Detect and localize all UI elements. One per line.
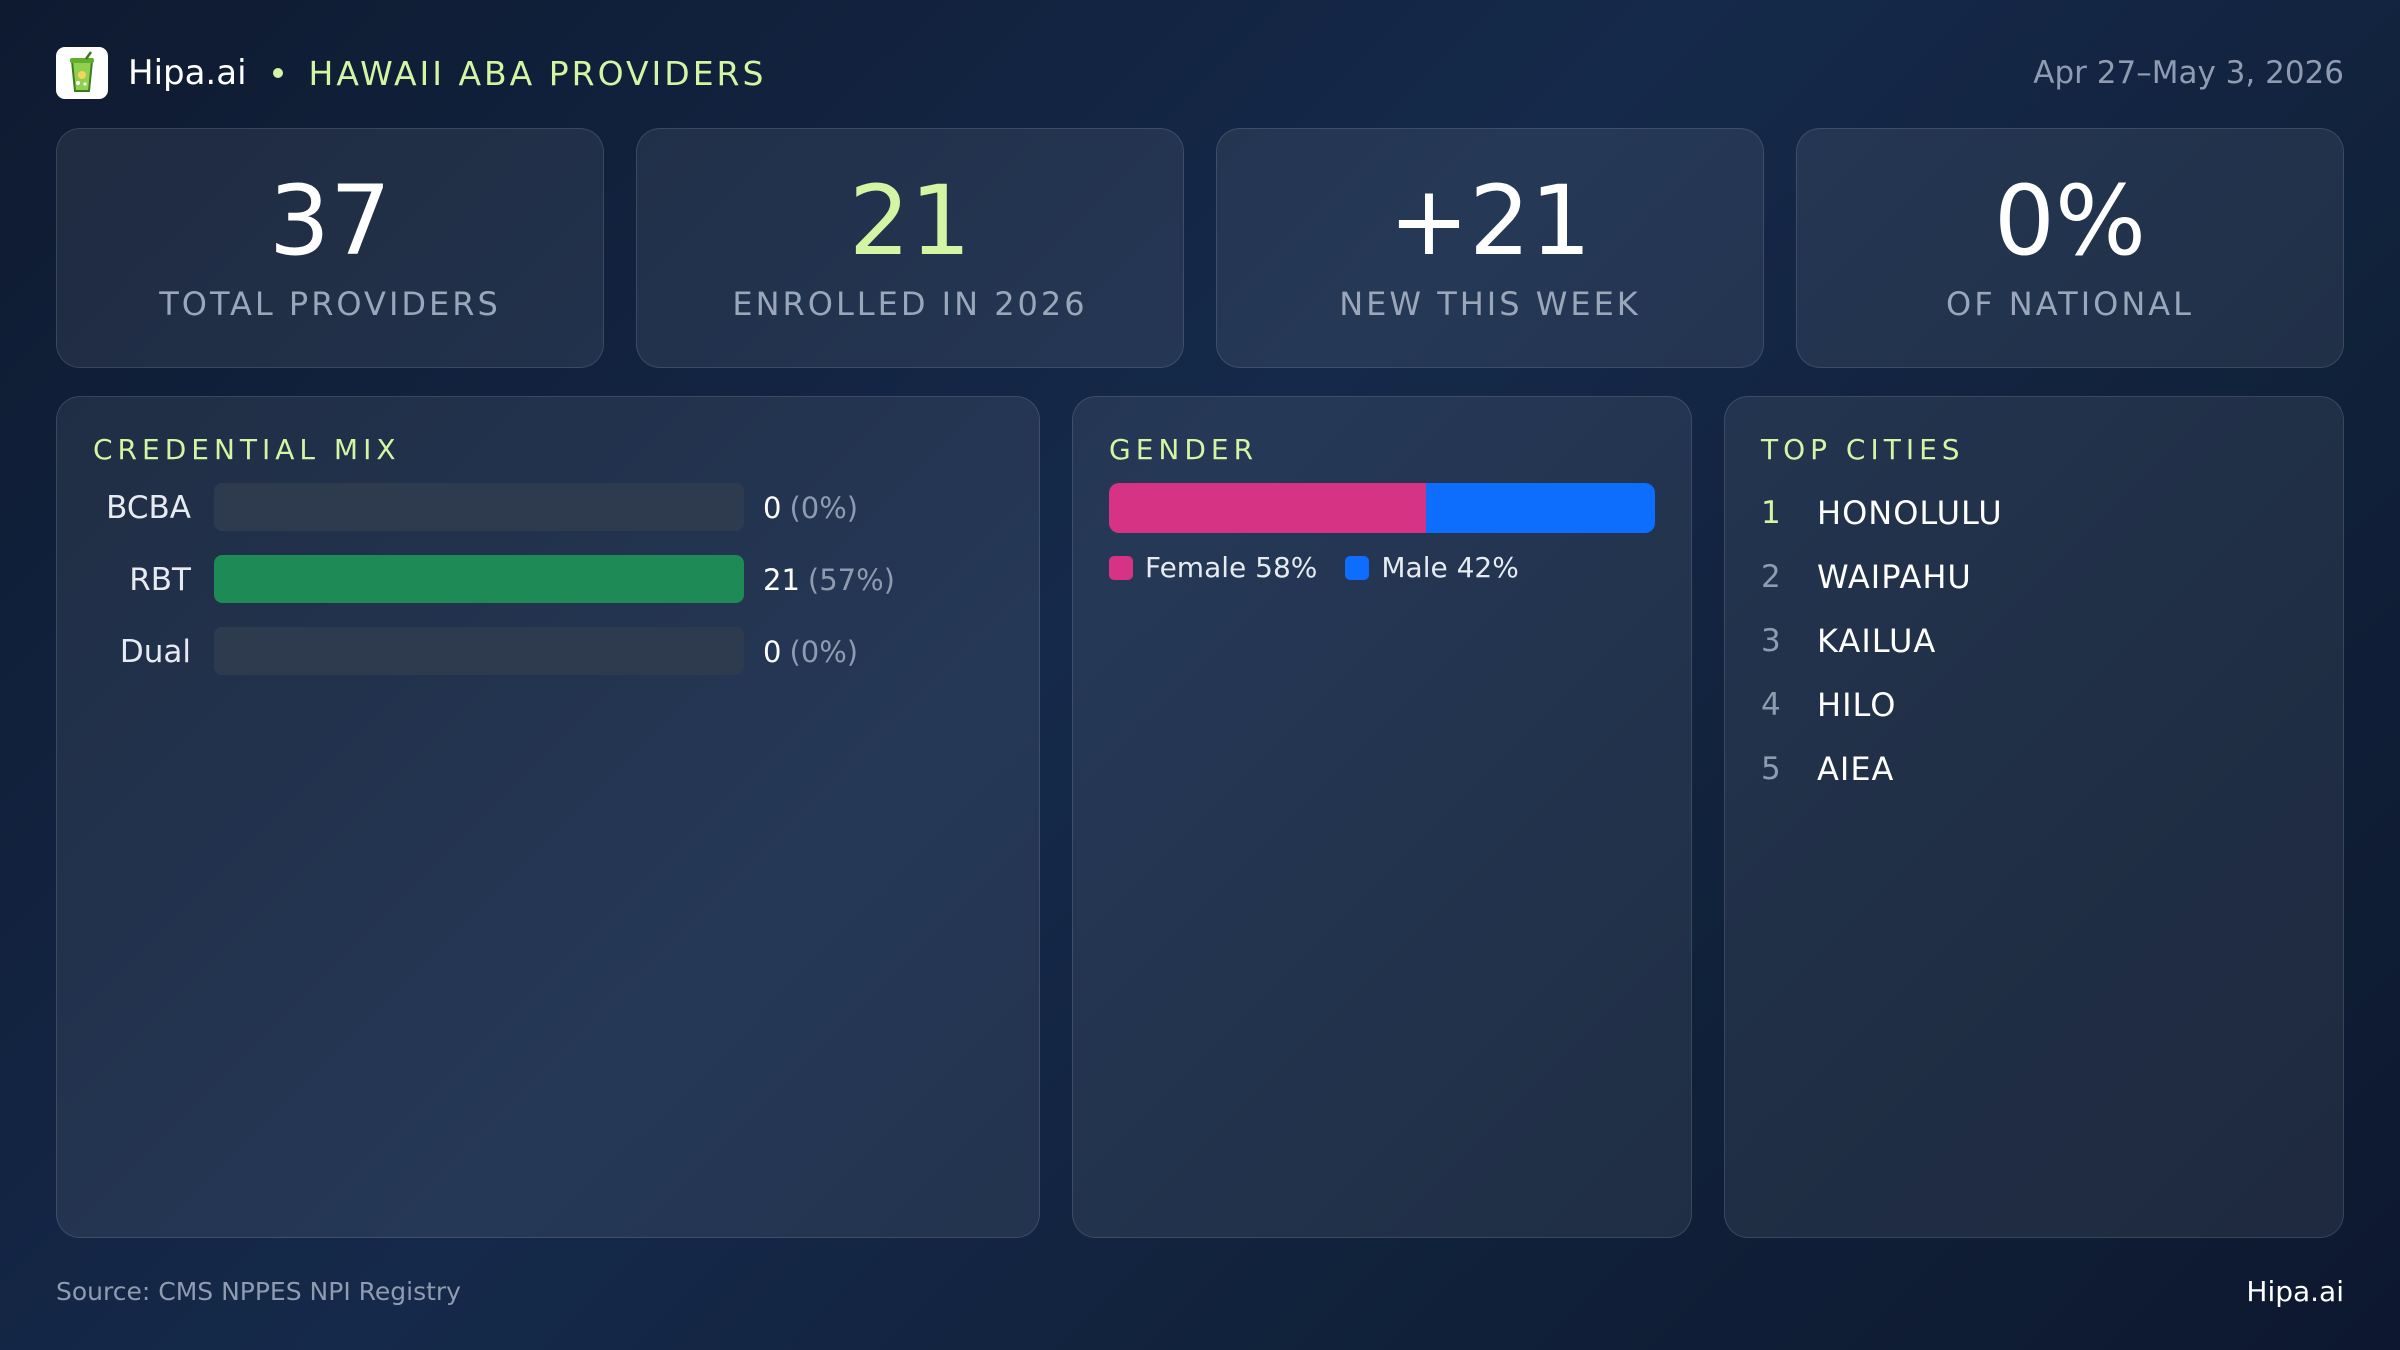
city-rank: 1: [1761, 495, 1781, 531]
stat-card-enrolled: 21 ENROLLED IN 2026: [636, 128, 1184, 368]
city-list: 1 HONOLULU 2 WAIPAHU 3 KAILUA 4 HILO 5 A…: [1761, 481, 2003, 801]
stat-cards: 37 TOTAL PROVIDERS 21 ENROLLED IN 2026 +…: [56, 128, 2344, 368]
legend-swatch-female: [1109, 555, 1133, 580]
list-item: 4 HILO: [1761, 673, 2003, 737]
credential-bar-track: [214, 555, 744, 603]
stat-value: 21: [848, 165, 972, 277]
legend-swatch-male: [1345, 555, 1370, 580]
credential-row-rbt: RBT 21 (57%): [57, 555, 1039, 605]
stat-label: TOTAL PROVIDERS: [159, 285, 501, 323]
city-rank: 4: [1761, 687, 1781, 723]
credential-label: Dual: [119, 634, 191, 670]
list-item: 5 AIEA: [1761, 737, 2003, 801]
credential-count: 21: [763, 563, 800, 597]
panel-title: GENDER: [1109, 433, 1259, 466]
credential-label: RBT: [129, 562, 191, 598]
legend-item-male: Male 42%: [1345, 551, 1519, 584]
gender-bar: [1109, 483, 1655, 533]
credential-bar-fill: [214, 555, 744, 603]
credential-bar-track: [214, 483, 744, 531]
city-name: WAIPAHU: [1817, 558, 1972, 596]
date-range: Apr 27–May 3, 2026: [2033, 55, 2344, 91]
credential-count: 0: [763, 491, 782, 525]
legend-item-female: Female 58%: [1109, 551, 1317, 584]
panel-title: TOP CITIES: [1761, 433, 1965, 466]
credential-label: BCBA: [106, 490, 191, 526]
stat-card-of-national: 0% OF NATIONAL: [1796, 128, 2344, 368]
credential-count: 0: [763, 635, 782, 669]
gender-bar-male: [1425, 483, 1655, 533]
stat-value: 0%: [1993, 165, 2147, 277]
drink-cup-icon: [56, 47, 108, 99]
legend-label: Male 42%: [1381, 551, 1519, 584]
city-name: KAILUA: [1817, 622, 1937, 660]
legend-label: Female 58%: [1145, 551, 1318, 584]
city-rank: 2: [1761, 559, 1781, 595]
stat-value: 37: [268, 165, 392, 277]
gender-panel: GENDER Female 58% Male 42%: [1072, 396, 1692, 1238]
stat-value: +21: [1388, 165, 1592, 277]
region-title: HAWAII ABA PROVIDERS: [308, 53, 767, 93]
stat-card-total-providers: 37 TOTAL PROVIDERS: [56, 128, 604, 368]
credential-value: 21 (57%): [763, 555, 895, 605]
credential-bar-track: [214, 627, 744, 675]
gender-legend: Female 58% Male 42%: [1109, 551, 1547, 584]
credential-percent: (0%): [789, 491, 859, 525]
top-cities-panel: TOP CITIES 1 HONOLULU 2 WAIPAHU 3 KAILUA…: [1724, 396, 2344, 1238]
separator-dot: [272, 68, 283, 78]
panel-title: CREDENTIAL MIX: [93, 433, 401, 466]
stat-label: OF NATIONAL: [1946, 285, 2194, 323]
stat-card-new-this-week: +21 NEW THIS WEEK: [1216, 128, 1764, 368]
footer-brand: Hipa.ai: [2246, 1275, 2344, 1308]
credential-percent: (57%): [807, 563, 895, 597]
source-note: Source: CMS NPPES NPI Registry: [56, 1277, 461, 1306]
credential-value: 0 (0%): [763, 627, 858, 677]
city-name: AIEA: [1817, 750, 1895, 788]
stat-label: ENROLLED IN 2026: [732, 285, 1088, 323]
city-rank: 3: [1761, 623, 1781, 659]
credential-mix-panel: CREDENTIAL MIX BCBA 0 (0%) RBT 21 (57%) Du…: [56, 396, 1040, 1238]
list-item: 3 KAILUA: [1761, 609, 2003, 673]
stat-label: NEW THIS WEEK: [1339, 285, 1641, 323]
header: Hipa.ai HAWAII ABA PROVIDERS Apr 27–May …: [56, 46, 2344, 100]
gender-bar-female: [1109, 483, 1426, 533]
city-name: HILO: [1817, 686, 1897, 724]
credential-percent: (0%): [789, 635, 859, 669]
city-name: HONOLULU: [1817, 494, 2003, 532]
credential-row-bcba: BCBA 0 (0%): [57, 483, 1039, 533]
list-item: 2 WAIPAHU: [1761, 545, 2003, 609]
credential-value: 0 (0%): [763, 483, 858, 533]
credential-row-dual: Dual 0 (0%): [57, 627, 1039, 677]
city-rank: 5: [1761, 751, 1781, 787]
list-item: 1 HONOLULU: [1761, 481, 2003, 545]
brand-name: Hipa.ai: [128, 53, 247, 93]
